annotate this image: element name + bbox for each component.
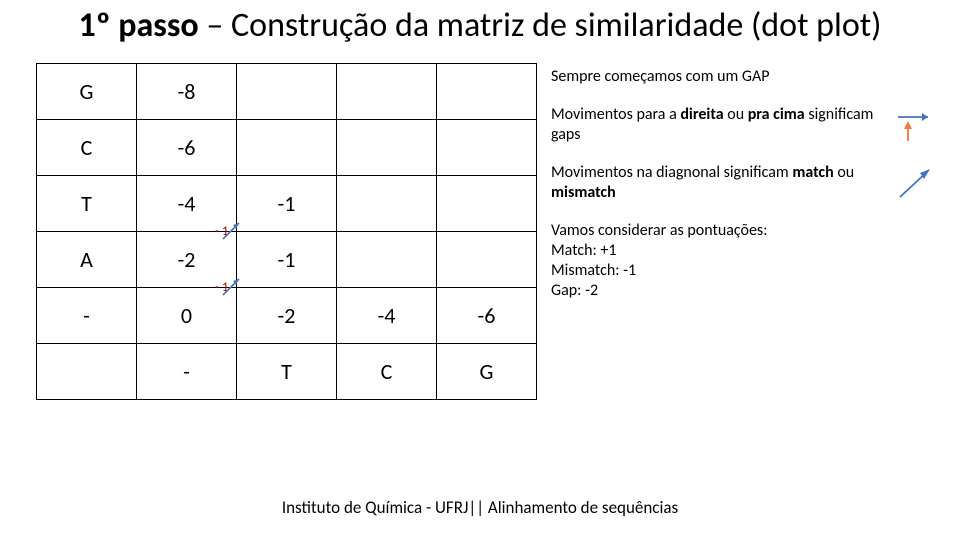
cell bbox=[437, 176, 537, 232]
arrows-right-up-icon bbox=[894, 105, 940, 145]
title-rest: – Construção da matriz de similaridade (… bbox=[199, 5, 882, 46]
similarity-matrix: G -8 C -6 T -4 -1 - 1 bbox=[36, 63, 537, 400]
cell: - bbox=[37, 288, 137, 344]
content-area: G -8 C -6 T -4 -1 - 1 bbox=[0, 45, 960, 400]
note-gap: Sempre começamos com um GAP bbox=[551, 67, 940, 87]
cell: -8 bbox=[137, 64, 237, 120]
cell: C bbox=[37, 120, 137, 176]
cell bbox=[337, 232, 437, 288]
cell: - bbox=[137, 344, 237, 400]
cell: G bbox=[437, 344, 537, 400]
cell: C bbox=[337, 344, 437, 400]
cell: -6 bbox=[137, 120, 237, 176]
note-scores: Vamos considerar as pontuações: Match: +… bbox=[551, 221, 940, 301]
table-row: C -6 bbox=[37, 120, 537, 176]
note-text: Movimentos na diagnonal significam match… bbox=[551, 163, 884, 203]
cell: -6 bbox=[437, 288, 537, 344]
note-diagonal: Movimentos na diagnonal significam match… bbox=[551, 163, 940, 203]
table-row: A -2 -1 - 1 bbox=[37, 232, 537, 288]
cell: T bbox=[237, 344, 337, 400]
note-text: Movimentos para a direita ou pra cima si… bbox=[551, 105, 884, 145]
notes-column: Sempre começamos com um GAP Movimentos p… bbox=[551, 63, 940, 400]
table-row: - 0 -2 -4 -6 bbox=[37, 288, 537, 344]
cell bbox=[437, 232, 537, 288]
table-row: - T C G bbox=[37, 344, 537, 400]
slide-title: 1º passo – Construção da matriz de simil… bbox=[0, 0, 960, 45]
footer-text: Instituto de Química - UFRJ|| Alinhament… bbox=[0, 497, 960, 518]
cell bbox=[37, 344, 137, 400]
cell: 0 bbox=[137, 288, 237, 344]
arrow-diag-icon bbox=[894, 163, 940, 203]
cell: A bbox=[37, 232, 137, 288]
cell bbox=[437, 64, 537, 120]
cell: -4 bbox=[337, 288, 437, 344]
table-row: G -8 bbox=[37, 64, 537, 120]
note-text: Vamos considerar as pontuações: Match: +… bbox=[551, 221, 940, 301]
cell bbox=[237, 64, 337, 120]
cell: T bbox=[37, 176, 137, 232]
cell: -1 - 1 bbox=[237, 176, 337, 232]
title-bold: 1º passo bbox=[79, 5, 199, 46]
table-row: T -4 -1 - 1 bbox=[37, 176, 537, 232]
cell bbox=[337, 176, 437, 232]
cell: -1 - 1 bbox=[237, 232, 337, 288]
cell: G bbox=[37, 64, 137, 120]
note-text: Sempre começamos com um GAP bbox=[551, 67, 940, 87]
note-right-up: Movimentos para a direita ou pra cima si… bbox=[551, 105, 940, 145]
cell-value: -1 bbox=[278, 246, 296, 273]
cell bbox=[237, 120, 337, 176]
cell: -2 bbox=[237, 288, 337, 344]
cell bbox=[337, 120, 437, 176]
cell bbox=[337, 64, 437, 120]
cell bbox=[437, 120, 537, 176]
cell-value: -1 bbox=[278, 190, 296, 217]
